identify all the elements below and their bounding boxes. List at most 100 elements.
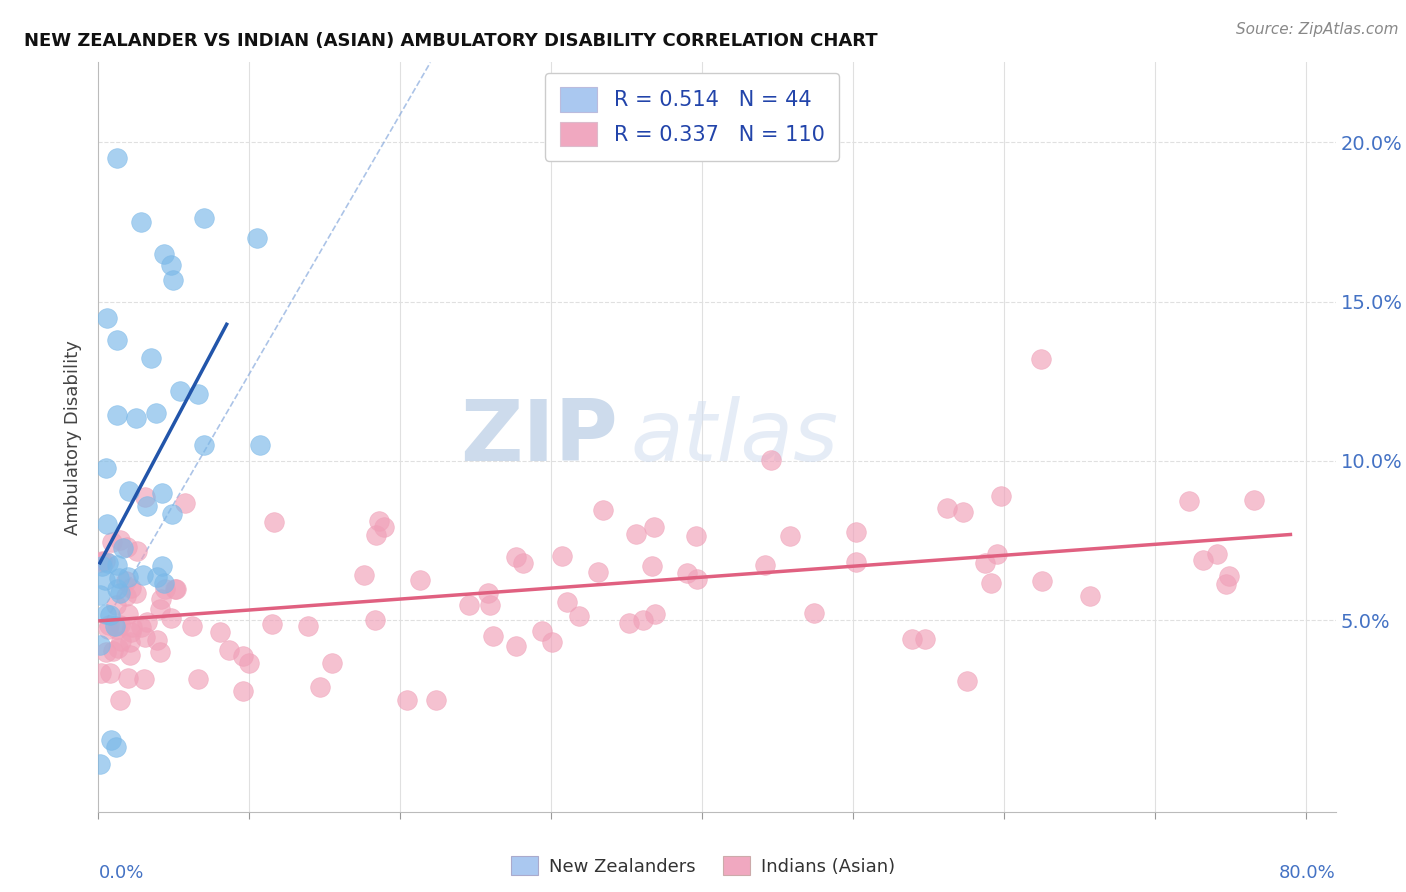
Point bbox=[118, 635, 141, 649]
Point bbox=[89, 588, 111, 602]
Point bbox=[94, 573, 117, 587]
Point bbox=[568, 609, 591, 624]
Point bbox=[136, 499, 159, 513]
Point bbox=[149, 592, 172, 607]
Point bbox=[118, 484, 141, 499]
Point bbox=[98, 666, 121, 681]
Point bbox=[935, 500, 957, 515]
Point bbox=[759, 452, 782, 467]
Point bbox=[353, 567, 375, 582]
Point bbox=[592, 503, 614, 517]
Point bbox=[187, 672, 209, 686]
Point bbox=[108, 618, 131, 632]
Point bbox=[96, 310, 118, 325]
Point bbox=[117, 607, 139, 621]
Point bbox=[914, 632, 936, 647]
Point bbox=[110, 533, 132, 547]
Point bbox=[643, 520, 665, 534]
Point bbox=[845, 524, 868, 539]
Point bbox=[129, 215, 152, 229]
Point bbox=[131, 568, 153, 582]
Point bbox=[149, 602, 172, 616]
Point bbox=[160, 259, 183, 273]
Point bbox=[145, 406, 167, 420]
Point bbox=[505, 550, 527, 565]
Point bbox=[160, 611, 183, 625]
Point bbox=[980, 575, 1002, 590]
Point bbox=[117, 672, 139, 686]
Point bbox=[110, 693, 132, 707]
Point bbox=[208, 625, 231, 640]
Point bbox=[162, 272, 184, 286]
Point bbox=[845, 555, 868, 569]
Text: atlas: atlas bbox=[630, 395, 838, 479]
Point bbox=[107, 640, 129, 655]
Point bbox=[97, 622, 120, 636]
Point bbox=[134, 490, 156, 504]
Point bbox=[165, 582, 187, 596]
Point bbox=[121, 620, 143, 634]
Text: 80.0%: 80.0% bbox=[1279, 864, 1336, 882]
Point bbox=[150, 559, 173, 574]
Point bbox=[146, 633, 169, 648]
Point bbox=[238, 656, 260, 670]
Point bbox=[163, 582, 186, 597]
Point bbox=[105, 408, 128, 422]
Point bbox=[425, 693, 447, 707]
Point bbox=[368, 514, 391, 528]
Point bbox=[146, 570, 169, 584]
Point bbox=[505, 640, 527, 654]
Point bbox=[134, 630, 156, 644]
Point bbox=[169, 384, 191, 399]
Point bbox=[974, 556, 997, 570]
Point bbox=[232, 684, 254, 698]
Point bbox=[297, 619, 319, 633]
Point bbox=[105, 622, 128, 636]
Point bbox=[101, 643, 124, 657]
Point bbox=[120, 582, 142, 596]
Point bbox=[89, 756, 111, 771]
Point bbox=[396, 693, 419, 707]
Point bbox=[321, 656, 343, 670]
Point bbox=[105, 151, 128, 165]
Point bbox=[676, 566, 699, 580]
Point bbox=[481, 629, 503, 643]
Point bbox=[94, 554, 117, 568]
Point bbox=[364, 613, 387, 627]
Point bbox=[641, 558, 664, 573]
Point bbox=[90, 554, 112, 568]
Point bbox=[112, 541, 135, 556]
Point bbox=[94, 607, 117, 622]
Point bbox=[685, 529, 707, 543]
Legend: R = 0.514   N = 44, R = 0.337   N = 110: R = 0.514 N = 44, R = 0.337 N = 110 bbox=[546, 73, 839, 161]
Point bbox=[127, 544, 149, 558]
Point bbox=[153, 582, 176, 596]
Point bbox=[218, 643, 240, 657]
Point bbox=[803, 607, 825, 621]
Text: 0.0%: 0.0% bbox=[98, 864, 143, 882]
Text: Source: ZipAtlas.com: Source: ZipAtlas.com bbox=[1236, 22, 1399, 37]
Point bbox=[193, 438, 215, 452]
Point bbox=[89, 638, 111, 652]
Point bbox=[105, 582, 128, 596]
Point bbox=[477, 586, 499, 600]
Point bbox=[952, 505, 974, 519]
Point bbox=[1031, 574, 1053, 589]
Point bbox=[105, 333, 128, 347]
Point bbox=[193, 211, 215, 226]
Point bbox=[617, 616, 640, 631]
Point bbox=[108, 586, 131, 600]
Point bbox=[1191, 552, 1213, 566]
Point bbox=[100, 608, 122, 623]
Point bbox=[263, 516, 285, 530]
Point bbox=[1031, 351, 1053, 366]
Point bbox=[754, 558, 776, 573]
Point bbox=[633, 613, 655, 627]
Point bbox=[457, 598, 479, 612]
Point bbox=[118, 648, 141, 662]
Point bbox=[1078, 589, 1101, 603]
Text: NEW ZEALANDER VS INDIAN (ASIAN) AMBULATORY DISABILITY CORRELATION CHART: NEW ZEALANDER VS INDIAN (ASIAN) AMBULATO… bbox=[24, 32, 877, 50]
Point bbox=[541, 635, 564, 649]
Point bbox=[1206, 547, 1229, 561]
Point bbox=[1218, 569, 1240, 583]
